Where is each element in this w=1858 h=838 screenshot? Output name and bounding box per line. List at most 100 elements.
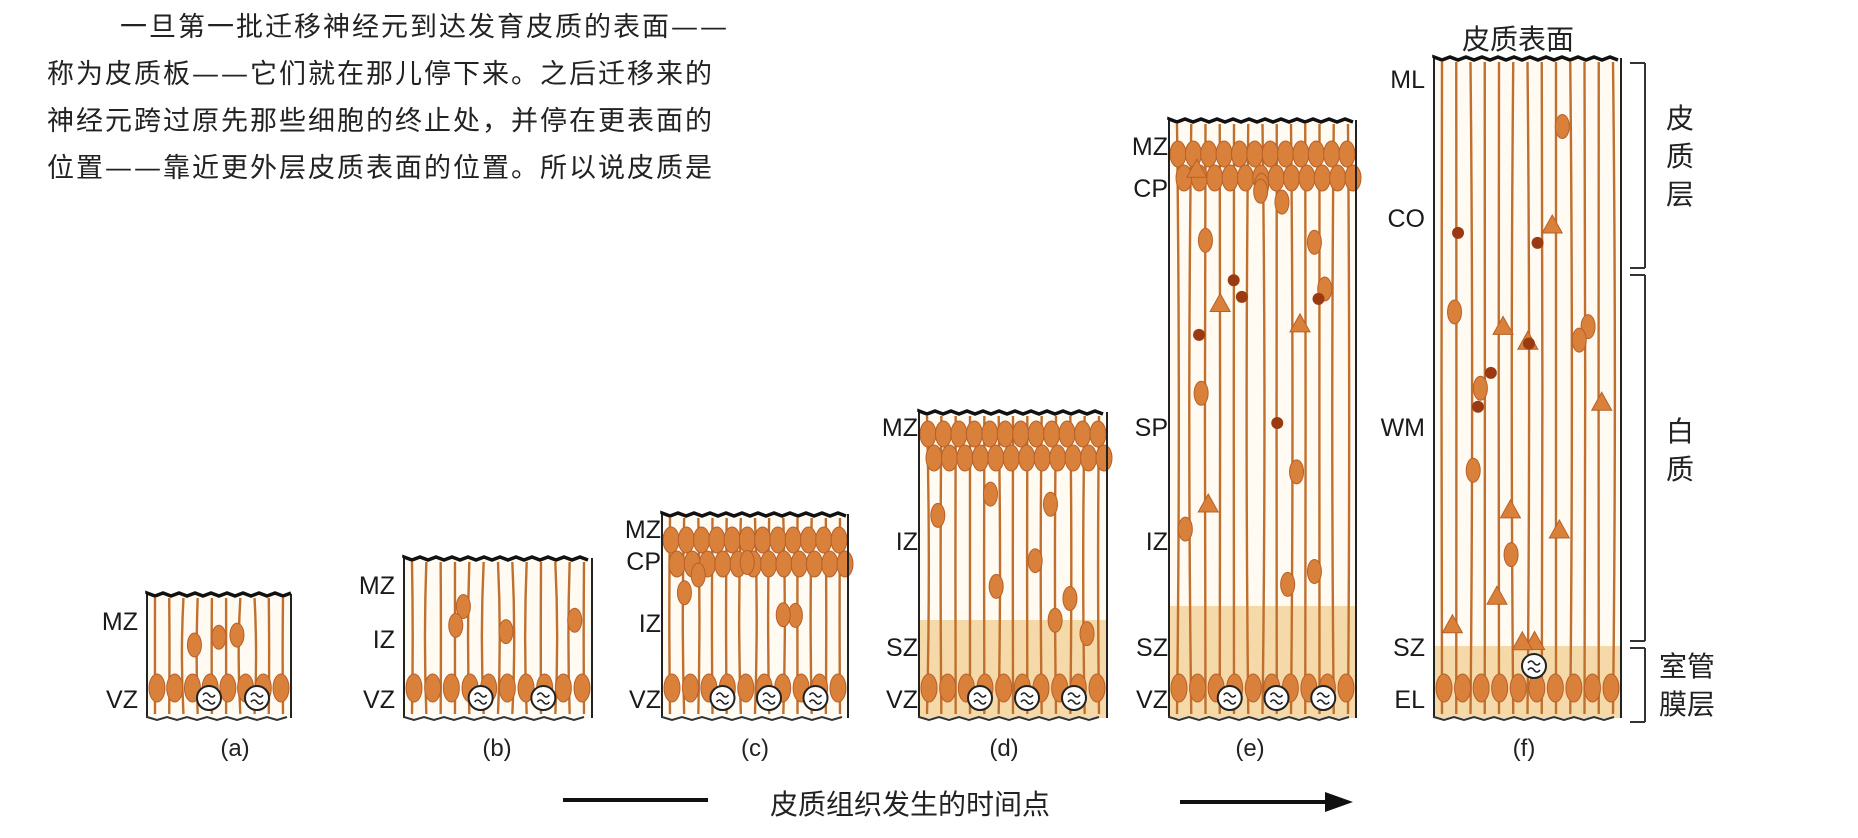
dividing-cell-icon (530, 685, 557, 711)
ventricular-cell (148, 673, 166, 703)
bracket-ependymal (1630, 647, 1646, 723)
ventricular-cell (1454, 673, 1472, 703)
migrating-neuron (211, 624, 227, 650)
migrating-neuron (1177, 516, 1193, 542)
cortical-plate-cell (662, 526, 680, 554)
ventricular-cell (939, 673, 957, 703)
cortex-surface-label: 皮质表面 (1462, 23, 1575, 56)
ventricular-cell (737, 673, 755, 703)
dividing-cell-icon (1521, 653, 1547, 679)
ventricular-cell (1472, 673, 1490, 703)
glial-cell (1471, 400, 1484, 413)
ventricular-cell (1583, 673, 1601, 703)
cortical-plate-cell (981, 420, 999, 448)
ventricular-cell (424, 673, 442, 703)
cortical-plate-cell (1089, 420, 1107, 448)
migrating-neuron (1306, 558, 1322, 584)
migrating-neuron (1042, 491, 1058, 517)
cortical-plate-cell (815, 526, 833, 554)
cortical-plate-cell (723, 526, 741, 554)
pial-surface (917, 408, 1104, 416)
migrating-neuron (1503, 542, 1519, 568)
ventricular-surface (661, 715, 843, 722)
pial-surface (1432, 54, 1619, 62)
cortical-plate-cell (693, 526, 711, 554)
chromosome-icon (1223, 692, 1237, 705)
cortical-plate-cell (784, 526, 802, 554)
chromosome-icon (474, 692, 488, 705)
ventricular-cell (995, 673, 1013, 703)
migrating-neuron (1554, 113, 1570, 139)
cortical-plate-cell (1307, 140, 1325, 168)
radial-fiber (1526, 61, 1531, 715)
radial-fiber (237, 597, 242, 715)
pyramidal-neuron (1492, 315, 1514, 335)
bracket-label-white-matter: 白质 (1662, 413, 1698, 489)
cortical-plate-cell (1095, 444, 1113, 472)
cortical-plate-cell (775, 550, 793, 578)
dividing-cell-icon (196, 685, 222, 711)
cortical-plate-cell (1033, 444, 1051, 472)
dividing-cell-icon (1310, 685, 1337, 711)
migrating-neuron (1027, 548, 1043, 574)
dividing-cell-icon (1263, 685, 1290, 711)
panel-caption: (e) (1235, 735, 1265, 762)
cortical-plate-cell (1012, 420, 1030, 448)
radial-fiber (180, 597, 185, 715)
dividing-cell-icon (1061, 685, 1087, 711)
cortical-plate-cell (1338, 140, 1356, 168)
cortical-plate-cell (1049, 444, 1067, 472)
label-mz: MZ (1131, 133, 1168, 161)
chromosome-icon (1067, 692, 1081, 705)
cortical-plate-cell (1058, 420, 1076, 448)
bracket-label-text: 白质 (1665, 415, 1694, 486)
migrating-neuron (1193, 380, 1209, 406)
ventricular-cell (1435, 673, 1453, 703)
ventricular-cell (166, 673, 184, 703)
ventricular-cell (1170, 673, 1188, 703)
ventricular-cell (1565, 673, 1583, 703)
cortical-plate-cell (996, 420, 1014, 448)
migrating-neuron (1465, 457, 1481, 483)
ventricular-cell (1509, 673, 1527, 703)
migrating-neuron (1062, 585, 1078, 611)
ventricular-cell (1546, 673, 1564, 703)
label-cp: CP (626, 548, 661, 576)
cortical-plate-cell (714, 550, 732, 578)
cortical-plate-cell (956, 444, 974, 472)
ventricular-surface (918, 715, 1100, 722)
dividing-cell-icon (467, 685, 494, 711)
radial-fiber (1188, 123, 1193, 715)
glial-cell (1271, 416, 1284, 429)
cortical-plate-cell (965, 420, 983, 448)
pial-surface (145, 590, 292, 598)
cortical-plate-cell (1080, 444, 1098, 472)
cortical-plate-cell (754, 526, 772, 554)
migrating-neuron (739, 549, 755, 575)
label-iz: IZ (895, 528, 918, 556)
ventricular-cell (1189, 673, 1207, 703)
label-sz: SZ (1393, 634, 1425, 662)
cortical-plate-cell (1175, 164, 1193, 192)
pyramidal-neuron (1511, 630, 1534, 651)
cortical-plate-cell (925, 444, 943, 472)
chromosome-icon (762, 692, 776, 705)
cortical-plate-cell (1236, 164, 1254, 192)
cortical-plate-cell (987, 444, 1005, 472)
glial-cell (1484, 366, 1497, 379)
ventricular-cell (442, 673, 460, 703)
label-mz: MZ (358, 572, 395, 600)
radial-fiber (1331, 123, 1335, 715)
dividing-cell-icon (709, 685, 736, 711)
glial-cell (1193, 328, 1206, 341)
label-iz: IZ (638, 610, 661, 638)
ventricular-cell (219, 673, 237, 703)
glial-cell (1452, 226, 1465, 239)
ventricular-cell (517, 673, 535, 703)
ventricular-cell (554, 673, 572, 703)
radial-fiber (1583, 61, 1587, 715)
dividing-cell-icon (1014, 685, 1040, 711)
ventricular-cell (1088, 673, 1106, 703)
pyramidal-neuron (1441, 613, 1464, 634)
